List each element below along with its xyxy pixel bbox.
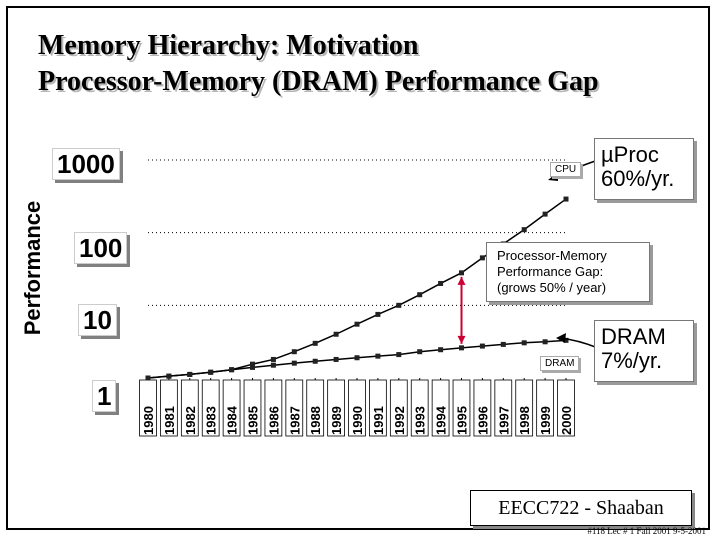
cpu-point-1994 <box>438 280 444 286</box>
x-tick-box-1982 <box>180 379 199 437</box>
gap-arrow-head-top <box>457 276 466 285</box>
x-tick-box-2000 <box>557 379 575 437</box>
dram-point-1986 <box>270 362 276 368</box>
gap-callout: Processor-Memory Performance Gap: (grows… <box>486 242 650 302</box>
x-tick-label-1980: 1980 <box>141 406 156 435</box>
x-tick-box-1996 <box>473 379 492 437</box>
dram-callout-pointer <box>559 337 599 349</box>
x-tick-box-1985 <box>243 379 262 437</box>
x-tick-label-1995: 1995 <box>455 406 470 435</box>
dram-point-1987 <box>291 360 297 366</box>
x-tick-label-1988: 1988 <box>308 406 323 435</box>
x-tick-box-1987 <box>285 379 304 437</box>
x-tick-label-1991: 1991 <box>371 406 386 435</box>
x-tick-label-1986: 1986 <box>266 406 281 435</box>
x-tick-box-1983 <box>201 379 220 437</box>
footer-course-box: EECC722 - Shaaban <box>470 490 692 526</box>
slide-title-line2: Processor-Memory (DRAM) Performance Gap <box>38 66 599 97</box>
dram-point-1997 <box>500 341 506 347</box>
dram-point-1999 <box>542 339 548 345</box>
x-tick-box-1995 <box>452 379 471 437</box>
x-tick-box-1997 <box>494 379 513 437</box>
x-tick-box-1993 <box>410 379 429 437</box>
cpu-point-1986 <box>270 356 276 362</box>
x-tick-box-1988 <box>306 379 325 437</box>
dram-point-1991 <box>375 353 381 359</box>
dram-tag: DRAM <box>540 356 580 371</box>
x-tick-label-1993: 1993 <box>413 406 428 435</box>
x-tick-box-1986 <box>264 379 283 437</box>
x-tick-label-1990: 1990 <box>350 406 365 435</box>
x-tick-label-1994: 1994 <box>434 405 449 435</box>
x-tick-label-1996: 1996 <box>475 406 490 435</box>
cpu-point-1996 <box>479 255 485 261</box>
slide-frame <box>6 6 710 530</box>
cpu-point-2000 <box>563 196 569 202</box>
x-tick-label-1992: 1992 <box>392 406 407 435</box>
x-tick-box-1990 <box>348 379 366 437</box>
cpu-point-1990 <box>354 321 360 327</box>
cpu-point-1985 <box>250 361 255 367</box>
slide-title-line1: Memory Hierarchy: Motivation <box>38 30 419 61</box>
dram-point-1980 <box>145 375 151 381</box>
dram-point-1985 <box>250 364 255 370</box>
x-tick-box-1981 <box>160 379 178 437</box>
x-tick-box-1989 <box>327 379 345 437</box>
cpu-point-1991 <box>375 311 381 317</box>
footer-note: #118 Lec # 1 Fall 2001 9-5-2001 <box>587 526 706 536</box>
dram-point-1995 <box>459 345 464 351</box>
cpu-point-1989 <box>333 331 339 337</box>
x-tick-label-1982: 1982 <box>183 406 198 435</box>
cpu-point-1988 <box>312 340 318 346</box>
x-tick-label-1984: 1984 <box>225 405 240 435</box>
x-tick-box-1984 <box>222 379 241 437</box>
y-tick-label-10: 10 <box>78 304 117 336</box>
dram-point-1984 <box>229 367 235 373</box>
x-tick-label-1989: 1989 <box>329 406 344 435</box>
dram-point-1981 <box>166 373 172 379</box>
x-tick-box-1998 <box>515 379 534 437</box>
cpu-point-1987 <box>291 349 297 355</box>
cpu-point-1992 <box>396 302 402 308</box>
dram-point-1994 <box>438 347 444 353</box>
x-tick-label-1985: 1985 <box>246 406 261 435</box>
cpu-point-1998 <box>521 227 527 233</box>
y-tick-label-1000: 1000 <box>52 148 120 180</box>
dram-point-1993 <box>417 349 423 355</box>
dram-growth-callout: DRAM 7%/yr. <box>594 320 694 382</box>
x-tick-label-2000: 2000 <box>559 406 574 435</box>
cpu-growth-callout: µProc 60%/yr. <box>594 138 694 200</box>
x-tick-box-1999 <box>536 379 554 437</box>
cpu-point-1993 <box>417 292 423 298</box>
dram-point-1996 <box>479 343 485 349</box>
x-tick-label-1999: 1999 <box>538 406 553 435</box>
dram-point-1998 <box>521 340 527 346</box>
x-tick-box-1994 <box>431 379 450 437</box>
y-tick-label-100: 100 <box>74 232 128 264</box>
dram-point-1990 <box>354 355 360 361</box>
dram-point-1988 <box>312 358 318 364</box>
cpu-point-1999 <box>542 211 548 217</box>
dram-point-2000 <box>563 337 569 343</box>
x-tick-box-1992 <box>389 379 408 437</box>
dram-point-1982 <box>187 371 193 377</box>
gap-arrow-head-bottom <box>457 335 466 344</box>
dram-callout-arrowhead <box>556 333 566 343</box>
x-tick-label-1981: 1981 <box>162 406 177 435</box>
x-tick-label-1983: 1983 <box>204 406 219 435</box>
dram-point-1992 <box>396 352 402 358</box>
dram-point-1983 <box>208 369 214 375</box>
x-tick-label-1987: 1987 <box>287 406 302 435</box>
dram-point-1989 <box>333 356 339 362</box>
y-tick-label-1: 1 <box>92 380 117 412</box>
x-tick-label-1997: 1997 <box>496 406 511 435</box>
cpu-tag: CPU <box>550 162 582 177</box>
x-tick-label-1998: 1998 <box>517 406 532 435</box>
x-tick-box-1991 <box>369 379 387 437</box>
cpu-point-1995 <box>459 270 464 276</box>
